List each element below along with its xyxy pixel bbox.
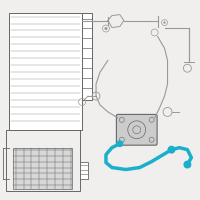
Circle shape: [116, 140, 123, 147]
Bar: [6, 130, 80, 191]
Bar: [9, 13, 82, 130]
Bar: [82, 13, 92, 100]
Circle shape: [168, 146, 175, 154]
Circle shape: [163, 21, 166, 24]
FancyBboxPatch shape: [116, 114, 157, 145]
Bar: [80, 162, 88, 179]
Bar: [13, 148, 72, 189]
Circle shape: [104, 27, 107, 30]
Circle shape: [183, 161, 191, 169]
